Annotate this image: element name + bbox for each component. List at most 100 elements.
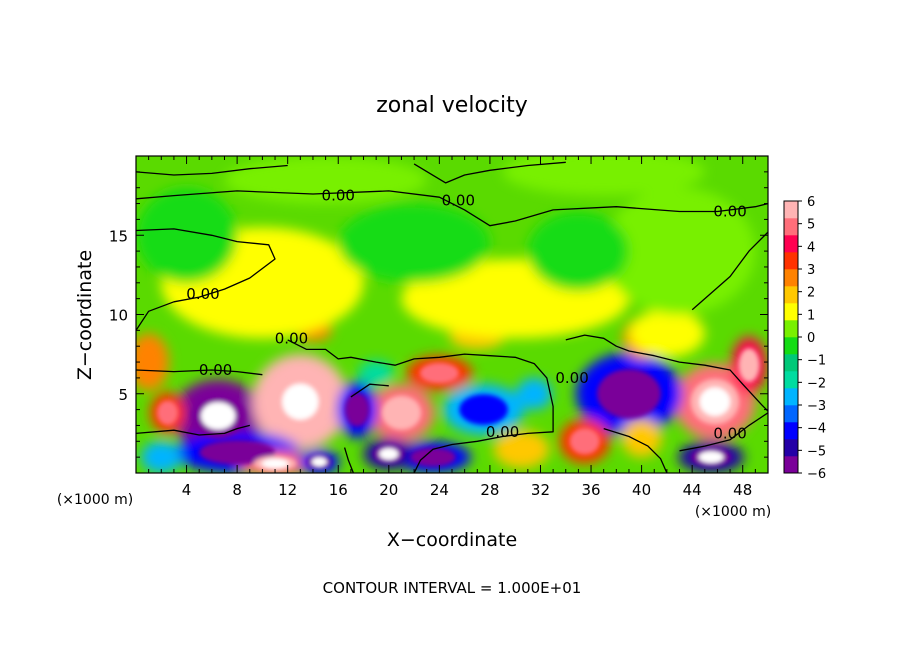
colorbar: [783, 200, 799, 474]
x-tick-label: 28: [480, 481, 499, 499]
x-tick-label: 40: [632, 481, 651, 499]
colorbar-segment: [784, 303, 798, 321]
colorbar-segment: [784, 218, 798, 236]
heatmap-blob: [136, 333, 169, 391]
colorbar-segment: [784, 235, 798, 253]
heatmap-blob-core: [738, 348, 760, 383]
contour-line: [136, 228, 276, 331]
x-tick-label: 4: [182, 481, 192, 499]
colorbar-tick-label: −5: [807, 444, 826, 459]
heatmap-blob-core: [459, 394, 508, 425]
x-tick-label: 20: [379, 481, 398, 499]
heatmap-blob: [338, 203, 490, 283]
heatmap-blob-core: [199, 440, 276, 465]
colorbar-segment: [784, 269, 798, 287]
contour-label: 0.00: [199, 361, 232, 379]
y-tick-label: 15: [109, 227, 128, 245]
contour-line: [343, 447, 355, 473]
colorbar-tick-label: −2: [807, 376, 826, 391]
contour-label: 0.00: [275, 329, 308, 347]
contour-interval-note: CONTOUR INTERVAL = 1.000E+01: [323, 579, 582, 597]
colorbar-tick-labels: 6 5 4 3 2 1 0 −1 −2 −3 −4 −5 −6: [798, 195, 826, 482]
heatmap-saturated-core: [698, 451, 724, 464]
colorbar-segment: [784, 286, 798, 304]
heatmap-blob-core: [419, 362, 460, 384]
contour-label: 0.00: [186, 285, 219, 303]
colorbar-segment: [784, 201, 798, 219]
y-axis-ticks: 5 10 15: [109, 171, 768, 458]
contour-line: [287, 339, 554, 473]
colorbar-segment: [784, 371, 798, 389]
contour-line: [691, 231, 768, 311]
x-units-right: (×1000 m): [695, 504, 771, 520]
heatmap-blob: [516, 377, 552, 410]
x-tick-label: 24: [430, 481, 449, 499]
colorbar-segment: [784, 337, 798, 355]
contour-line: [136, 164, 288, 176]
heatmap-saturated-core: [282, 383, 319, 420]
x-tick-label: 48: [733, 481, 752, 499]
heatmap-blob-core: [345, 392, 370, 427]
x-tick-label: 44: [683, 481, 702, 499]
heatmap-saturated-core: [379, 447, 399, 461]
contour-labels: 0.00 0.00 0.00 0.00 0.00 0.00 0.00 0.00 0.00: [186, 187, 746, 443]
heatmap-blob: [136, 187, 238, 283]
colorbar-tick-label: 5: [807, 218, 815, 233]
colorbar-tick-label: 2: [807, 286, 815, 301]
colorbar-segment: [784, 456, 798, 474]
contour-line: [565, 334, 768, 412]
x-axis-ticks: 4 8 12 16 20 24 28 32 36 40 44 48: [148, 156, 756, 499]
colorbar-segment: [784, 388, 798, 406]
heatmap-blob-core: [410, 447, 456, 467]
colorbar-tick-label: −6: [807, 467, 826, 482]
contour-line: [413, 161, 566, 184]
colorbar-tick-label: 6: [807, 195, 815, 210]
heatmap-saturated-core: [699, 387, 731, 417]
x-tick-label: 16: [329, 481, 348, 499]
chart-title: zonal velocity: [376, 93, 528, 118]
x-tick-label: 36: [581, 481, 600, 499]
heatmap-blob-core: [597, 369, 661, 419]
colorbar-tick-label: −1: [807, 354, 826, 369]
y-tick-label: 5: [118, 386, 128, 404]
x-tick-label: 12: [278, 481, 297, 499]
heatmap-blob: [358, 360, 394, 386]
contour-line: [350, 383, 389, 398]
heatmap-blob: [141, 441, 182, 473]
heatmap-blob: [502, 156, 705, 196]
colorbar-tick-label: 4: [807, 240, 815, 255]
heatmap-saturated-core: [261, 458, 289, 469]
colorbar-tick-label: 1: [807, 308, 815, 323]
colorbar-segment: [784, 252, 798, 270]
heatmap-blob: [493, 430, 550, 469]
heatmap-field: [136, 156, 767, 473]
x-tick-label: 32: [531, 481, 550, 499]
heatmap-saturated-core: [311, 457, 327, 467]
x-axis-label: X−coordinate: [387, 529, 517, 551]
contour-line: [136, 369, 263, 376]
colorbar-segment: [784, 354, 798, 372]
colorbar-tick-label: −4: [807, 422, 826, 437]
heatmap-blob-core: [381, 395, 422, 430]
y-tick-label: 10: [109, 307, 128, 325]
colorbar-segment: [784, 405, 798, 423]
colorbar-segment: [784, 439, 798, 457]
heatmap-blob: [603, 187, 756, 315]
heatmap-saturated-core: [200, 402, 236, 430]
colorbar-segment: [784, 422, 798, 440]
contour-label: 0.00: [555, 369, 588, 387]
colorbar-tick-label: 0: [807, 331, 815, 346]
contour-lines: [136, 161, 768, 473]
x-units-left: (×1000 m): [57, 492, 133, 508]
contour-line: [136, 424, 250, 436]
heatmap-blob-core: [156, 400, 179, 426]
y-axis-label: Z−coordinate: [74, 250, 96, 380]
contour-label: 0.00: [322, 187, 355, 205]
heatmap-blob: [527, 211, 629, 291]
contour-line: [679, 412, 768, 452]
x-tick-label: 8: [232, 481, 242, 499]
heatmap-blob: [628, 309, 705, 358]
contour-label: 0.00: [713, 424, 746, 442]
contour-label: 0.00: [486, 423, 519, 441]
